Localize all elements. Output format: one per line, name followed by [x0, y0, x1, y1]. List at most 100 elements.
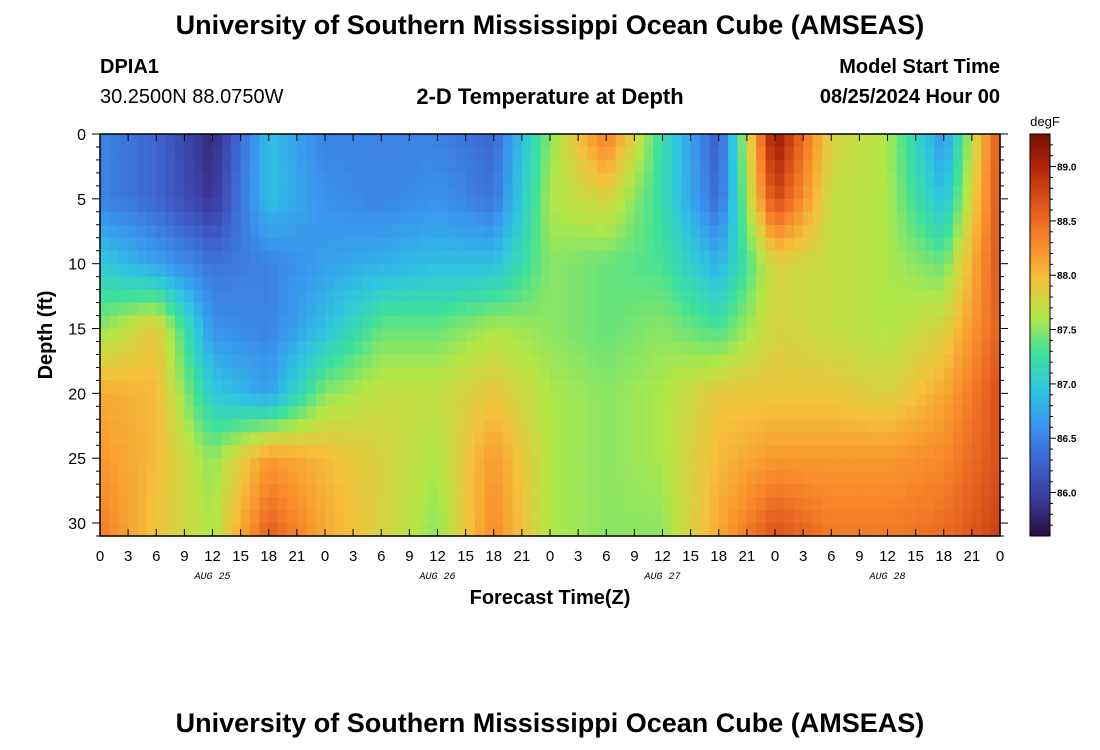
heatmap-cell [887, 523, 898, 537]
heatmap-cell [850, 250, 860, 265]
heatmap-cell [240, 211, 251, 226]
heatmap-cell [343, 134, 354, 148]
heatmap-cell [906, 510, 917, 524]
heatmap-cell [934, 523, 945, 537]
heatmap-cell [212, 224, 223, 239]
heatmap-cell [512, 263, 523, 278]
heatmap-cell [315, 302, 326, 317]
heatmap-cell [146, 380, 157, 394]
heatmap-cell [615, 354, 626, 369]
heatmap-cell [840, 328, 851, 343]
heatmap-cell [587, 237, 598, 252]
heatmap-cell [390, 146, 401, 161]
heatmap-cell [409, 302, 420, 317]
heatmap-cell [353, 341, 364, 356]
heatmap-cell [578, 302, 589, 317]
heatmap-cell [325, 263, 335, 278]
heatmap-cell [953, 471, 964, 485]
heatmap-cell [868, 497, 879, 511]
heatmap-cell [334, 393, 345, 407]
heatmap-cell [906, 523, 917, 537]
heatmap-cell [343, 224, 354, 239]
colorbar-tick-label: 87.0 [1057, 380, 1077, 391]
heatmap-cell [953, 172, 964, 187]
heatmap-cell [325, 172, 335, 187]
heatmap-cell [278, 380, 289, 394]
heatmap-cell [521, 380, 532, 394]
heatmap-cell [925, 341, 935, 356]
heatmap-cell [746, 198, 757, 213]
heatmap-cell [400, 445, 410, 459]
heatmap-cell [137, 406, 148, 420]
heatmap-cell [887, 315, 898, 330]
heatmap-cell [156, 484, 167, 498]
heatmap-cell [709, 185, 720, 200]
x-tick-label: 21 [289, 548, 306, 565]
heatmap-cell [615, 497, 626, 511]
heatmap-cell [456, 484, 467, 498]
heatmap-cell [681, 276, 692, 291]
heatmap-cell [109, 380, 120, 394]
heatmap-cell [287, 341, 298, 356]
heatmap-cell [615, 250, 626, 265]
heatmap-cell [325, 471, 335, 485]
heatmap-cell [625, 354, 635, 369]
heatmap-cell [953, 445, 964, 459]
heatmap-cell [990, 458, 1001, 472]
heatmap-cell [390, 159, 401, 174]
heatmap-cell [353, 458, 364, 472]
heatmap-cell [775, 341, 785, 356]
heatmap-cell [634, 341, 645, 356]
heatmap-cell [109, 471, 120, 485]
heatmap-cell [756, 198, 767, 213]
heatmap-cell [896, 367, 907, 381]
heatmap-cell [446, 354, 457, 369]
heatmap-cell [493, 159, 504, 174]
heatmap-cell [662, 289, 673, 304]
heatmap-cell [784, 380, 795, 394]
heatmap-cell [981, 328, 992, 343]
heatmap-cell [878, 497, 889, 511]
heatmap-cell [109, 263, 120, 278]
heatmap-cell [765, 406, 776, 420]
heatmap-cell [231, 185, 242, 200]
heatmap-cell [193, 276, 204, 291]
heatmap-cell [737, 406, 748, 420]
heatmap-cell [484, 445, 495, 459]
heatmap-cell [634, 146, 645, 161]
heatmap-cell [184, 328, 195, 343]
heatmap-cell [615, 471, 626, 485]
heatmap-cell [915, 159, 926, 174]
heatmap-cell [118, 315, 129, 330]
heatmap-cell [512, 406, 523, 420]
heatmap-cell [821, 211, 832, 226]
heatmap-cell [540, 523, 551, 537]
heatmap-cell [156, 263, 167, 278]
heatmap-cell [868, 146, 879, 161]
heatmap-cell [587, 393, 598, 407]
model-start-value: 08/25/2024 Hour 00 [819, 86, 1000, 108]
heatmap-cell [559, 523, 570, 537]
heatmap-cell [456, 432, 467, 446]
heatmap-cell [409, 471, 420, 485]
heatmap-cell [962, 380, 973, 394]
heatmap-cell [334, 289, 345, 304]
heatmap-cell [493, 134, 504, 148]
heatmap-cell [887, 289, 898, 304]
heatmap-cell [221, 367, 232, 381]
heatmap-cell [662, 354, 673, 369]
heatmap-cell [531, 250, 542, 265]
heatmap-cell [259, 497, 270, 511]
heatmap-cell [793, 510, 804, 524]
heatmap-cell [409, 198, 420, 213]
heatmap-cell [428, 146, 439, 161]
footer-title: University of Southern Mississippi Ocean… [175, 708, 925, 738]
heatmap-cell [100, 276, 110, 291]
heatmap-cell [775, 510, 785, 524]
date-label: AUG 26 [418, 572, 455, 583]
heatmap-cell [428, 484, 439, 498]
heatmap-cell [934, 419, 945, 433]
heatmap-cell [325, 419, 335, 433]
heatmap-cell [756, 237, 767, 252]
heatmap-cell [690, 432, 701, 446]
